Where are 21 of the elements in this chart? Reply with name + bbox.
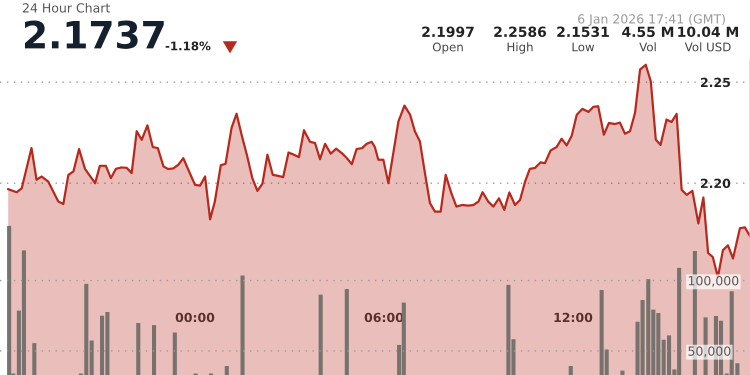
x-tick-label: 00:00 [176, 312, 214, 322]
text: Low [572, 42, 594, 52]
text: 6 Jan 2026 17:41 (GMT) [578, 14, 725, 26]
y-tick-label: 2.20 [700, 178, 730, 188]
y2-tick-label: 50,000 [688, 346, 730, 358]
text: Open [432, 42, 463, 54]
text: 2.1997 [422, 26, 474, 38]
x-tick-label: 12:00 [554, 312, 592, 322]
text: 4.55 M [622, 26, 674, 38]
text: Vol [639, 42, 656, 52]
text: High [508, 42, 533, 54]
text: 10.04 M [678, 26, 738, 38]
text: -1.18% [166, 41, 210, 50]
y-tick-label: 2.25 [700, 78, 730, 88]
chart-title: 24 Hour Chart [22, 2, 110, 13]
text: 2.2586 [494, 26, 546, 38]
text: 2.1737 [24, 20, 164, 49]
text: 2.1531 [557, 26, 609, 38]
y2-tick-label: 100,000 [688, 276, 738, 287]
x-tick-label: 06:00 [364, 312, 404, 322]
text: Vol USD [684, 42, 731, 52]
